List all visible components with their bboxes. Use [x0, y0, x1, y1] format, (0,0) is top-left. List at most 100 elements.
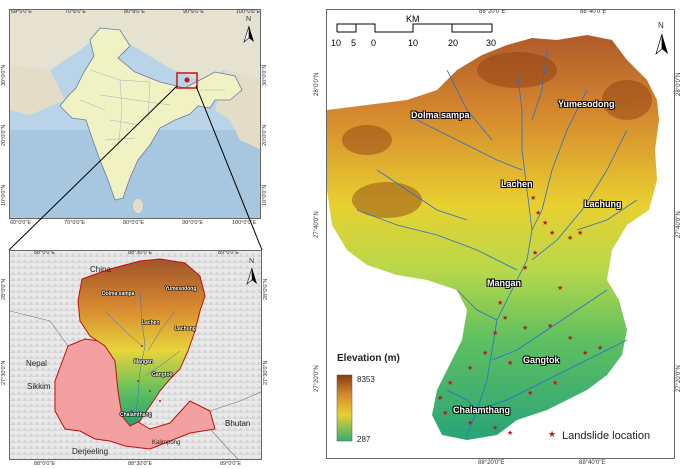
sikkim-inset-panel: 88°0'0"E 88°30'0"E 89°0'0"E N China Nepa… [9, 250, 262, 460]
inset-place-dolma: Dolma sampa [102, 291, 135, 297]
study-area-shape [327, 35, 659, 440]
india-bottom-label-2: 70°0'0"E [64, 220, 86, 226]
inset-place-mangan: Mangan [134, 359, 153, 365]
svg-text:★: ★ [567, 234, 573, 242]
scale-tick-4: 10 [408, 38, 419, 48]
india-north-label: N [246, 16, 252, 23]
india-bottom-label-4: 90°0'0"E [182, 220, 204, 226]
svg-text:★: ★ [535, 209, 541, 217]
scale-tick-1: 10 [331, 38, 342, 48]
svg-text:★: ★ [447, 379, 453, 387]
main-right-label-1: 28°0'0"N [676, 72, 682, 96]
svg-text:★: ★ [567, 334, 573, 342]
elevation-legend-bar [336, 374, 353, 442]
sikkim-north-label: N [249, 258, 255, 265]
sikkim-bottom-label-1: 88°0'0"E [34, 461, 56, 467]
svg-text:★: ★ [502, 314, 508, 322]
region-china: China [90, 265, 111, 274]
india-top-label-1: 60°0'0"E [11, 9, 33, 15]
svg-text:★: ★ [497, 299, 503, 307]
svg-text:★: ★ [507, 279, 513, 287]
region-sikkim: Sikkim [27, 382, 51, 391]
main-bottom-label-1: 88°20'0"E [478, 460, 505, 466]
sikkim-top-label-1: 88°0'0"E [34, 250, 56, 256]
place-yumesodong: Yumesodong [558, 99, 615, 109]
place-lachen: Lachen [501, 179, 533, 189]
river-network [356, 49, 638, 436]
svg-text:★: ★ [577, 229, 583, 237]
north-arrow-icon [243, 25, 254, 43]
sikkim-left-label-1: 28°0'0"N [1, 278, 7, 300]
sikkim-north-arrow-icon [246, 267, 257, 285]
svg-text:★: ★ [507, 429, 513, 437]
place-gangtok: Gangtok [523, 355, 560, 365]
svg-text:★: ★ [522, 264, 528, 272]
india-bottom-label-5: 100°0'0"E [232, 220, 257, 226]
inset-place-lachen: Lachen [142, 320, 160, 326]
inset-place-chalamthang: Chalamthang [120, 412, 152, 418]
india-left-label-1: 30°0'0"N [1, 64, 7, 86]
inset-place-gangtok: Gangtok [152, 372, 173, 378]
svg-text:★: ★ [530, 194, 536, 202]
landslide-markers: ★ ★ ★ ★ ★ ★ ★ ★ ★ ★ ★ ★ ★ ★ ★ ★ ★ ★ ★ ★ ★ ★ ★ ★ ★ ★ ★ ★ ★ ★ [437, 180, 603, 437]
india-inset-panel: 60°0'0"E 70°0'0"E 80°0'0"E 90°0'0"E 100°… [9, 9, 261, 219]
scale-unit-label: KM [406, 14, 420, 24]
landslide-legend-label: Landslide location [562, 430, 651, 442]
svg-text:★: ★ [582, 349, 588, 357]
main-north-arrow-icon [655, 33, 668, 56]
svg-text:★: ★ [522, 324, 528, 332]
place-lachung: Lachung [584, 199, 622, 209]
place-mangan: Mangan [487, 278, 522, 288]
place-dolma-sampa: Dolma sampa [411, 110, 470, 120]
india-top-label-2: 70°0'0"E [65, 9, 87, 15]
landslide-legend-icon: ★ [548, 430, 557, 440]
sikkim-top-label-2: 88°30'0"E [128, 250, 153, 256]
place-chalamthang: Chalamthang [453, 405, 511, 415]
main-left-label-1: 28°0'0"N [314, 72, 320, 96]
india-right-label-2: 20°0'0"N [262, 124, 268, 146]
svg-text:★: ★ [542, 219, 548, 227]
elevation-legend-min: 287 [357, 435, 371, 444]
elevation-legend-title: Elevation (m) [337, 353, 400, 364]
svg-text:★: ★ [442, 409, 448, 417]
scale-tick-5: 20 [448, 38, 459, 48]
sikkim-bottom-label-2: 88°30'0"E [128, 461, 153, 467]
svg-text:★: ★ [482, 349, 488, 357]
elevation-legend-max: 8353 [357, 375, 375, 384]
main-right-label-2: 27°40'0"N [676, 211, 682, 238]
india-bottom-label-1: 60°0'0"E [10, 220, 32, 226]
svg-text:★: ★ [547, 322, 553, 330]
svg-text:★: ★ [549, 229, 555, 237]
scale-bar [336, 23, 493, 33]
india-top-label-4: 90°0'0"E [183, 9, 205, 15]
india-top-label-3: 80°0'0"E [124, 9, 146, 15]
svg-text:★: ★ [523, 180, 529, 188]
scale-tick-2: 5 [351, 38, 357, 48]
india-left-label-2: 20°0'0"N [1, 124, 7, 146]
svg-text:★: ★ [552, 379, 558, 387]
svg-text:★: ★ [557, 284, 563, 292]
india-top-label-5: 100°0'0"E [236, 9, 261, 15]
main-top-label-1: 88°20'0"E [479, 9, 506, 15]
main-top-label-2: 88°40'0"E [580, 9, 607, 15]
sikkim-right-label-2: 27°30'0"N [263, 360, 269, 385]
inset-place-lachung: Lachung [175, 326, 196, 332]
sikkim-inset-map [10, 251, 261, 459]
scale-tick-6: 30 [486, 38, 497, 48]
india-left-label-3: 10°0'0"N [1, 184, 7, 206]
svg-text:★: ★ [597, 344, 603, 352]
region-nepal: Nepal [26, 359, 47, 368]
sikkim-right-label-1: 28°0'0"N [263, 278, 269, 300]
main-map-panel: ★ ★ ★ ★ ★ ★ ★ ★ ★ ★ ★ ★ ★ ★ ★ ★ ★ ★ ★ ★ ★ ★ ★ ★ ★ ★ ★ ★ ★ ★ … [326, 9, 675, 459]
india-inset-map [10, 10, 260, 218]
main-left-label-3: 27°20'0"N [314, 365, 320, 392]
main-north-label: N [658, 21, 664, 30]
region-kalimpong: Kalimpong [152, 440, 181, 446]
sikkim-top-label-3: 89°0'0"E [218, 250, 240, 256]
inset-place-yumesodong: Yumesodong [165, 286, 197, 292]
svg-text:★: ★ [507, 359, 513, 367]
main-bottom-label-2: 88°40'0"E [579, 460, 606, 466]
main-left-label-2: 27°40'0"N [314, 211, 320, 238]
india-right-label-1: 30°0'0"N [262, 64, 268, 86]
region-bhutan: Bhutan [225, 419, 251, 428]
